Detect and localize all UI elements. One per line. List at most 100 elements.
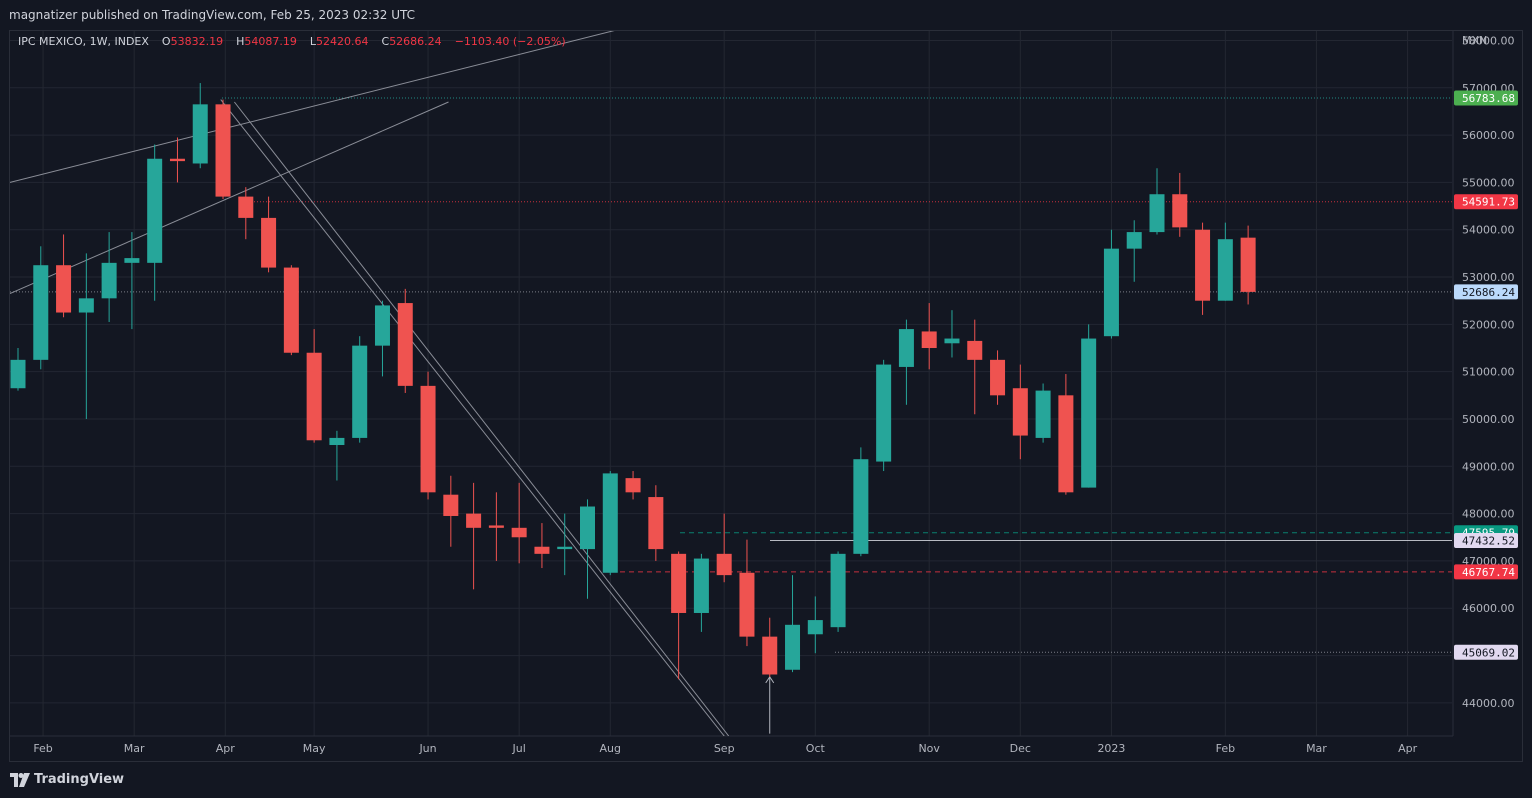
candle xyxy=(648,485,664,561)
candle-body xyxy=(169,158,185,162)
candle xyxy=(283,265,299,356)
candle xyxy=(56,234,72,318)
price-tick-label: 53000.00 xyxy=(1462,271,1515,284)
candle xyxy=(944,310,960,358)
candle-body xyxy=(671,553,687,613)
candle-body xyxy=(534,546,550,554)
price-tick-label: 48000.00 xyxy=(1462,508,1515,521)
candle xyxy=(1035,383,1051,443)
candle-body xyxy=(1035,390,1051,438)
candle xyxy=(1149,168,1165,235)
candle-body xyxy=(466,513,482,528)
candles xyxy=(10,83,1256,680)
candle-body xyxy=(648,497,664,550)
price-tick-label: 55000.00 xyxy=(1462,176,1515,189)
price-tag-bg xyxy=(1454,284,1518,300)
time-tick-label: Aug xyxy=(600,742,621,755)
candle xyxy=(967,319,983,415)
trendline xyxy=(10,31,615,183)
candle xyxy=(876,359,892,472)
candle xyxy=(716,513,732,583)
trendline xyxy=(10,101,449,295)
candle xyxy=(124,232,140,330)
candle-body xyxy=(853,459,869,554)
candle xyxy=(1103,229,1119,339)
candle xyxy=(169,137,185,183)
candle-body xyxy=(488,525,504,528)
candle-body xyxy=(876,364,892,462)
legend-symbol: IPC MEXICO, 1W, INDEX xyxy=(18,35,149,48)
candle xyxy=(1081,324,1097,488)
candle xyxy=(101,232,117,322)
price-tag-bg xyxy=(1454,90,1518,106)
candle-body xyxy=(898,329,914,367)
candle-body xyxy=(1149,194,1165,233)
candle-body xyxy=(602,473,618,573)
candle xyxy=(78,253,94,419)
price-tag-text: 46767.74 xyxy=(1462,566,1515,579)
price-tag-text: 54591.73 xyxy=(1462,196,1515,209)
legend-low-value: 52420.64 xyxy=(316,35,369,48)
candle-body xyxy=(124,258,140,263)
candle-body xyxy=(56,265,72,313)
candle xyxy=(1217,222,1233,301)
candle-body xyxy=(967,340,983,360)
candle-body xyxy=(1195,229,1211,301)
legend-close-label: C xyxy=(381,35,390,48)
time-tick-label: Dec xyxy=(1010,742,1031,755)
candle xyxy=(488,492,504,561)
trend-lines xyxy=(10,31,730,736)
candle xyxy=(147,144,163,301)
price-tick-label: 50000.00 xyxy=(1462,413,1515,426)
candle xyxy=(739,539,755,647)
time-tick-label: Jul xyxy=(512,742,526,755)
candle xyxy=(557,513,573,576)
time-tick-label: Mar xyxy=(124,742,145,755)
legend-high-value: 54087.19 xyxy=(244,35,297,48)
candle xyxy=(898,319,914,405)
candle-body xyxy=(739,572,755,637)
candle-body xyxy=(625,478,641,493)
candle-body xyxy=(1103,248,1119,337)
legend-low-label: L xyxy=(309,35,316,48)
candle-body xyxy=(1217,239,1233,301)
candle-body xyxy=(306,352,322,441)
candle xyxy=(762,617,778,677)
candle xyxy=(625,471,641,500)
footer: TradingView xyxy=(0,762,1532,798)
price-tag-bg xyxy=(1454,532,1518,548)
legend-open-value: 53832.19 xyxy=(170,35,224,48)
time-tick-label: Feb xyxy=(33,742,52,755)
candle xyxy=(671,551,687,680)
time-axis: Feb Mar Apr May Jun Jul Aug Sep Oct Nov Dec 2023 Feb… xyxy=(33,742,1417,755)
tradingview-brand-text: TradingView xyxy=(34,772,125,787)
time-tick-label: Oct xyxy=(806,742,826,755)
candle xyxy=(306,329,322,443)
candle-body xyxy=(78,298,94,313)
candle xyxy=(1195,222,1211,315)
candle xyxy=(785,575,801,673)
legend-close-value: 52686.24 xyxy=(389,35,442,48)
tradingview-logo[interactable]: TradingView xyxy=(10,772,124,787)
candle-body xyxy=(420,385,436,493)
candle-body xyxy=(33,265,49,360)
candle-body xyxy=(101,262,117,299)
price-levels xyxy=(10,97,1452,653)
candle xyxy=(534,523,550,569)
candle xyxy=(215,99,231,199)
candle-body xyxy=(921,331,937,349)
candle xyxy=(10,348,26,391)
candle xyxy=(830,551,846,632)
candle-body xyxy=(1126,232,1142,249)
price-level-tag: 46767.74 xyxy=(1454,564,1518,580)
candle xyxy=(352,336,368,443)
time-tick-label: Mar xyxy=(1306,742,1327,755)
candle-body xyxy=(1081,338,1097,488)
candle xyxy=(1012,364,1028,460)
price-tick-label: 51000.00 xyxy=(1462,366,1515,379)
candle-body xyxy=(443,494,459,516)
price-tick-label: 49000.00 xyxy=(1462,460,1515,473)
publisher-text: magnatizer published on TradingView.com,… xyxy=(9,8,416,22)
candle-body xyxy=(807,620,823,635)
